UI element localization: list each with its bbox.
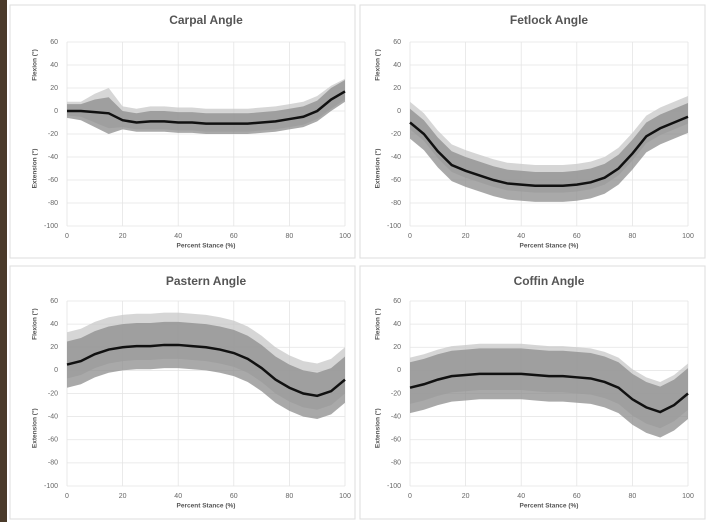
x-tick-label: 80	[629, 493, 637, 500]
y-tick-label: -80	[48, 200, 58, 207]
y-tick-label: -80	[391, 460, 401, 467]
panel	[9, 265, 356, 520]
x-tick-label: 80	[286, 493, 294, 500]
y-tick-label: 40	[393, 321, 401, 328]
y-tick-label: 0	[397, 367, 401, 374]
y-tick-label: 60	[393, 298, 401, 305]
y-tick-label: 20	[50, 85, 58, 92]
x-tick-label: 100	[682, 233, 694, 240]
y-tick-label: -40	[391, 154, 401, 161]
x-tick-label: 0	[65, 233, 69, 240]
y-axis-label: Flexion (°)	[31, 49, 39, 81]
y-axis-label: Extension (°)	[31, 149, 39, 189]
x-tick-label: 40	[174, 233, 182, 240]
x-tick-label: 0	[65, 493, 69, 500]
x-tick-label: 40	[517, 233, 525, 240]
x-tick-label: 100	[682, 493, 694, 500]
y-tick-label: -80	[48, 460, 58, 467]
x-tick-label: 80	[629, 233, 637, 240]
mean-line	[409, 372, 689, 414]
x-tick-label: 80	[286, 233, 294, 240]
chart-title: Coffin Angle	[514, 274, 585, 288]
x-tick-label: 40	[517, 493, 525, 500]
x-tick-label: 20	[462, 233, 470, 240]
y-tick-label: -20	[391, 390, 401, 397]
image-edge	[0, 0, 7, 522]
y-tick-label: 0	[54, 367, 58, 374]
y-tick-label: -100	[387, 483, 401, 490]
y-axis-label: Flexion (°)	[31, 308, 39, 340]
y-axis-label: Extension (°)	[374, 149, 382, 189]
sd-band	[410, 348, 688, 438]
x-tick-label: 60	[230, 233, 238, 240]
x-tick-label: 20	[462, 493, 470, 500]
y-tick-label: -20	[48, 131, 58, 138]
mean-line	[409, 115, 689, 187]
x-axis-label: Percent Stance (%)	[520, 243, 579, 250]
y-tick-label: 60	[50, 39, 58, 46]
y-axis-label: Flexion (°)	[374, 49, 382, 81]
y-tick-label: 20	[393, 85, 401, 92]
y-tick-label: 40	[50, 321, 58, 328]
chart-title: Pastern Angle	[166, 274, 247, 288]
x-tick-label: 20	[119, 493, 127, 500]
x-tick-label: 60	[230, 493, 238, 500]
y-axis-label: Extension (°)	[31, 408, 39, 448]
y-tick-label: -20	[391, 131, 401, 138]
y-tick-label: 20	[393, 344, 401, 351]
x-tick-label: 100	[339, 233, 351, 240]
x-axis-label: Percent Stance (%)	[177, 503, 236, 510]
x-axis-label: Percent Stance (%)	[520, 503, 579, 510]
x-tick-label: 100	[339, 493, 351, 500]
x-tick-label: 20	[119, 233, 127, 240]
y-tick-label: -100	[44, 223, 58, 230]
y-tick-label: -60	[391, 177, 401, 184]
y-tick-label: 20	[50, 344, 58, 351]
y-tick-label: -20	[48, 390, 58, 397]
y-tick-label: -40	[48, 154, 58, 161]
mean-line	[67, 90, 346, 125]
y-tick-label: 0	[397, 108, 401, 115]
y-tick-label: -40	[48, 413, 58, 420]
x-axis-label: Percent Stance (%)	[177, 243, 236, 250]
x-tick-label: 40	[174, 493, 182, 500]
mean-line	[66, 343, 346, 398]
y-tick-label: 40	[393, 62, 401, 69]
chart-title: Fetlock Angle	[510, 13, 589, 27]
y-tick-label: -60	[48, 177, 58, 184]
y-tick-label: -60	[391, 437, 401, 444]
x-tick-label: 0	[408, 233, 412, 240]
y-axis-label: Extension (°)	[374, 408, 382, 448]
chart-title: Carpal Angle	[169, 13, 243, 27]
x-tick-label: 60	[573, 493, 581, 500]
x-tick-label: 60	[573, 233, 581, 240]
y-axis-label: Flexion (°)	[374, 308, 382, 340]
y-tick-label: -40	[391, 413, 401, 420]
y-tick-label: -100	[44, 483, 58, 490]
y-tick-label: -60	[48, 437, 58, 444]
y-tick-label: 40	[50, 62, 58, 69]
y-tick-label: 60	[50, 298, 58, 305]
y-tick-label: 60	[393, 39, 401, 46]
y-tick-label: -80	[391, 200, 401, 207]
y-tick-label: 0	[54, 108, 58, 115]
x-tick-label: 0	[408, 493, 412, 500]
sd-band	[410, 102, 688, 202]
y-tick-label: -100	[387, 223, 401, 230]
